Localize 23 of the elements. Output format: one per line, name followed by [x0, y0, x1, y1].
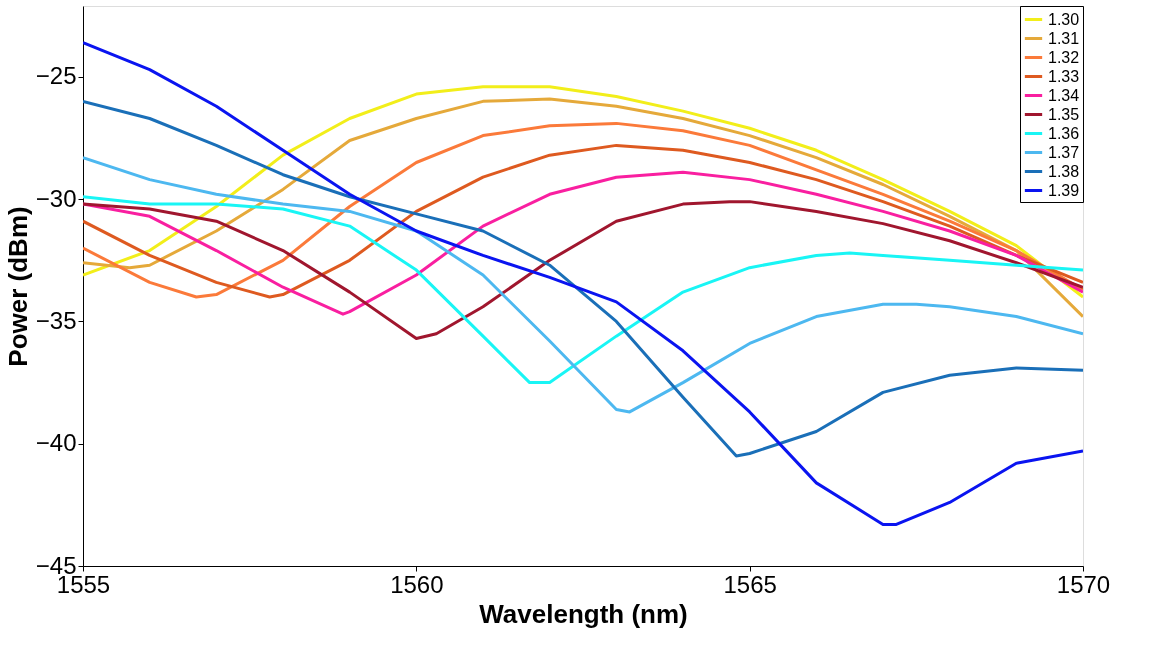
y-tick-label: −30	[35, 184, 77, 212]
x-tick-label: 1560	[390, 570, 444, 598]
legend-label: 1.30	[1048, 10, 1080, 28]
legend-label: 1.37	[1048, 143, 1080, 161]
legend-label: 1.34	[1048, 86, 1080, 104]
legend-label: 1.31	[1048, 29, 1080, 47]
line-series	[83, 156, 1083, 414]
legend-label: 1.38	[1048, 162, 1080, 180]
x-tick-label: 1565	[723, 570, 777, 598]
legend-label: 1.39	[1048, 181, 1080, 199]
legend-label: 1.35	[1048, 105, 1080, 123]
x-tick-label: 1570	[1056, 570, 1111, 598]
y-tick-label: −25	[35, 62, 77, 90]
line-series	[83, 195, 1083, 385]
y-tick-label: −35	[35, 306, 77, 334]
x-axis-title: Wavelength (nm)	[479, 598, 688, 629]
y-tick-label: −40	[35, 429, 77, 457]
line-series	[83, 200, 1083, 341]
legend-label: 1.33	[1048, 67, 1080, 85]
legend-label: 1.36	[1048, 124, 1080, 142]
y-axis-title: Power (dBm)	[2, 206, 33, 367]
line-series	[83, 99, 1083, 458]
legend-label: 1.32	[1048, 48, 1080, 66]
